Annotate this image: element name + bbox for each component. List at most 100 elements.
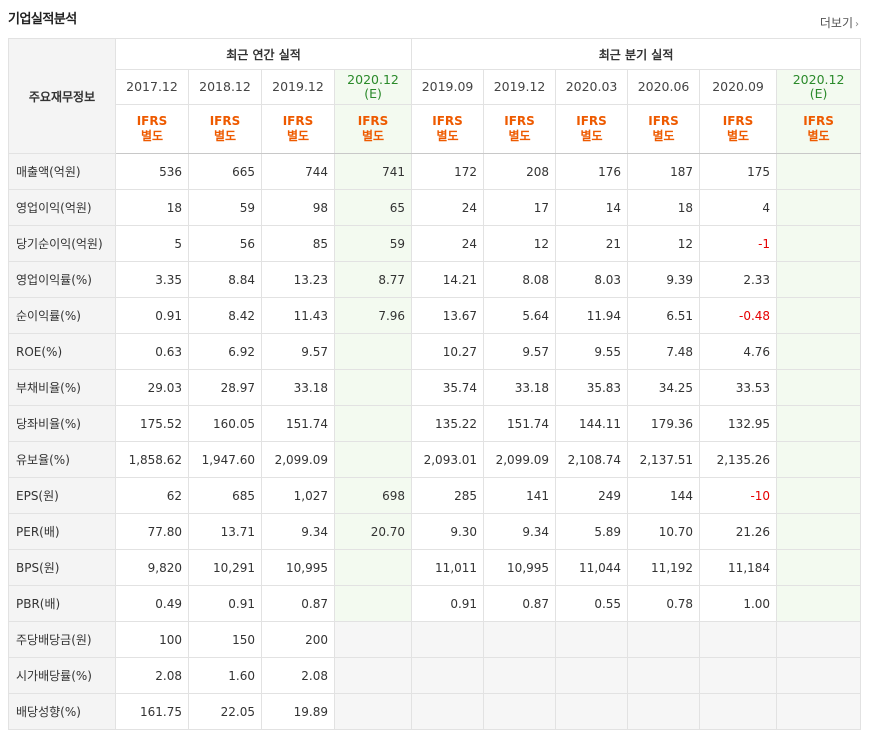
table-cell: 12 bbox=[483, 225, 557, 262]
table-cell: 1,027 bbox=[261, 477, 335, 514]
table-cell bbox=[776, 621, 862, 658]
table-cell: 2,099.09 bbox=[483, 441, 557, 478]
table-row: 시가배당률(%) 2.08 1.60 2.08 bbox=[8, 657, 862, 694]
table-row: 유보율(%) 1,858.62 1,947.60 2,099.09 2,093.01 2,… bbox=[8, 441, 862, 478]
table-row: PBR(배) 0.49 0.91 0.87 0.91 0.87 0.55 0.78 1.00 bbox=[8, 585, 862, 622]
period-label: 2018.12 bbox=[199, 79, 251, 94]
table-cell: 0.78 bbox=[627, 585, 701, 622]
table-cell bbox=[627, 657, 701, 694]
table-cell: 741 bbox=[333, 153, 413, 190]
table-cell bbox=[776, 441, 862, 478]
period-label: 2020.12 bbox=[347, 72, 399, 87]
table-cell: 24 bbox=[411, 225, 485, 262]
table-cell: 208 bbox=[483, 153, 557, 190]
table-cell: 13.23 bbox=[261, 261, 335, 298]
table-cell bbox=[776, 225, 862, 262]
period-label: 2020.09 bbox=[712, 79, 764, 94]
table-cell bbox=[555, 657, 629, 694]
period-header: 2020.09 bbox=[699, 69, 778, 105]
table-cell bbox=[699, 657, 778, 694]
period-label: 2020.03 bbox=[565, 79, 618, 94]
period-label: 2019.12 bbox=[493, 79, 546, 94]
basis-label: IFRS 별도 bbox=[483, 104, 557, 154]
table-cell: 35.83 bbox=[555, 369, 629, 406]
table-cell: 144.11 bbox=[555, 405, 629, 442]
table-cell bbox=[333, 585, 413, 622]
table-cell bbox=[699, 693, 778, 730]
table-cell: 85 bbox=[261, 225, 335, 262]
table-cell: 0.55 bbox=[555, 585, 629, 622]
table-row: 부채비율(%) 29.03 28.97 33.18 35.74 33.18 35.83 34.… bbox=[8, 369, 862, 406]
table-cell: 9.57 bbox=[483, 333, 557, 370]
row-label: 주당배당금(원) bbox=[8, 621, 116, 658]
row-label: 당좌비율(%) bbox=[8, 405, 116, 442]
table-cell: 0.87 bbox=[483, 585, 557, 622]
table-cell: 8.42 bbox=[188, 297, 262, 334]
table-cell: 176 bbox=[555, 153, 629, 190]
period-header: 2020.03 bbox=[555, 69, 629, 105]
row-label: BPS(원) bbox=[8, 549, 116, 586]
table-cell bbox=[776, 297, 862, 334]
table-cell: 59 bbox=[333, 225, 413, 262]
table-cell: 249 bbox=[555, 477, 629, 514]
period-header: 2019.12 bbox=[483, 69, 557, 105]
table-cell bbox=[776, 189, 862, 226]
table-cell: 22.05 bbox=[188, 693, 262, 730]
table-cell: 11,044 bbox=[555, 549, 629, 586]
table-cell: 172 bbox=[411, 153, 485, 190]
period-header: 2020.12 (E) bbox=[333, 69, 413, 105]
table-cell: 8.03 bbox=[555, 261, 629, 298]
table-cell: 13.67 bbox=[411, 297, 485, 334]
table-cell: 14.21 bbox=[411, 261, 485, 298]
table-cell: 4.76 bbox=[699, 333, 778, 370]
row-label: 당기순이익(억원) bbox=[8, 225, 116, 262]
period-header: 2019.12 bbox=[261, 69, 335, 105]
table-cell: 9,820 bbox=[115, 549, 189, 586]
more-link[interactable]: 더보기 › bbox=[820, 14, 859, 31]
period-label: 2017.12 bbox=[126, 79, 178, 94]
table-cell: 2,093.01 bbox=[411, 441, 485, 478]
table-cell: 8.84 bbox=[188, 261, 262, 298]
table-cell bbox=[776, 333, 862, 370]
table-row: 주당배당금(원) 100 150 200 bbox=[8, 621, 862, 658]
table-cell: 9.34 bbox=[261, 513, 335, 550]
table-cell: 2.08 bbox=[261, 657, 335, 694]
table-cell: 20.70 bbox=[333, 513, 413, 550]
table-cell bbox=[776, 153, 862, 190]
table-cell bbox=[776, 369, 862, 406]
table-row: EPS(원) 62 685 1,027 698 285 141 249 144 -10 bbox=[8, 477, 862, 514]
table-cell: 24 bbox=[411, 189, 485, 226]
table-cell: 5 bbox=[115, 225, 189, 262]
table-cell: 11,184 bbox=[699, 549, 778, 586]
table-cell: 98 bbox=[261, 189, 335, 226]
table-cell: 77.80 bbox=[115, 513, 189, 550]
table-cell: 11.43 bbox=[261, 297, 335, 334]
period-label: 2020.06 bbox=[637, 79, 690, 94]
table-cell bbox=[483, 621, 557, 658]
row-label: 매출액(억원) bbox=[8, 153, 116, 190]
table-cell: 160.05 bbox=[188, 405, 262, 442]
row-label: 순이익률(%) bbox=[8, 297, 116, 334]
table-row: ROE(%) 0.63 6.92 9.57 10.27 9.57 9.55 7.48 4.76 bbox=[8, 333, 862, 370]
table-cell: 0.87 bbox=[261, 585, 335, 622]
row-label: ROE(%) bbox=[8, 333, 116, 370]
table-cell: 9.30 bbox=[411, 513, 485, 550]
table-cell: 56 bbox=[188, 225, 262, 262]
table-cell: 14 bbox=[555, 189, 629, 226]
table-cell: 0.49 bbox=[115, 585, 189, 622]
table-cell bbox=[411, 693, 485, 730]
table-cell: 10.27 bbox=[411, 333, 485, 370]
group-annual: 최근 연간 실적 bbox=[114, 38, 413, 70]
table-cell bbox=[555, 693, 629, 730]
table-cell bbox=[776, 477, 862, 514]
table-cell bbox=[333, 333, 413, 370]
table-cell: 17 bbox=[483, 189, 557, 226]
table-cell: 144 bbox=[627, 477, 701, 514]
table-cell: 2,137.51 bbox=[627, 441, 701, 478]
table-cell: 28.97 bbox=[188, 369, 262, 406]
estimate-marker: (E) bbox=[809, 86, 828, 101]
table-cell bbox=[776, 549, 862, 586]
table-cell: 200 bbox=[261, 621, 335, 658]
table-cell: 132.95 bbox=[699, 405, 778, 442]
table-cell: 33.18 bbox=[483, 369, 557, 406]
